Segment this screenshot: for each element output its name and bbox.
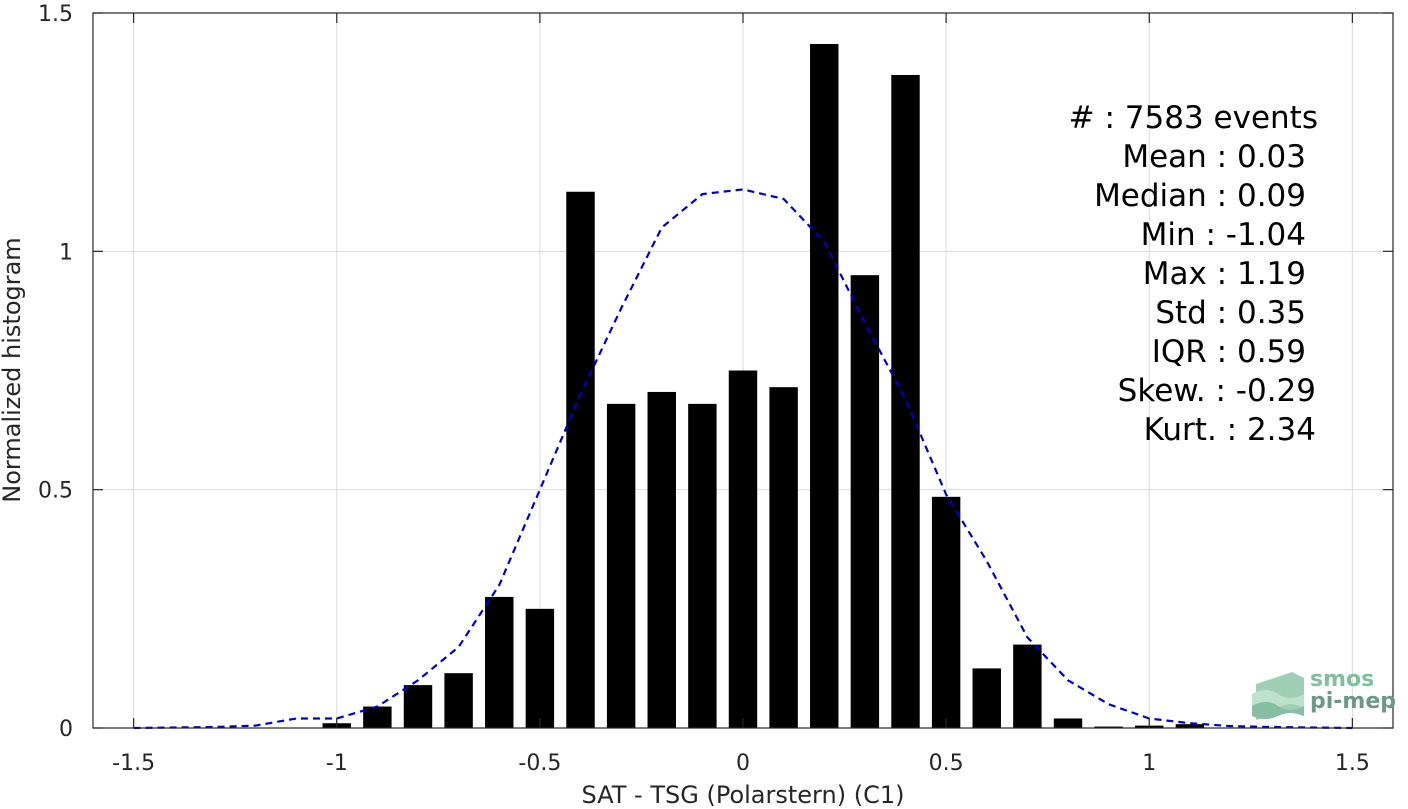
- x-tick-label: 1.5: [1335, 751, 1370, 776]
- histogram-bar: [810, 43, 839, 728]
- stats-line: Mean : 0.03: [1122, 139, 1306, 175]
- x-tick-label: 0.5: [929, 751, 964, 776]
- histogram-bar: [525, 608, 555, 728]
- stats-line: Std : 0.35: [1155, 295, 1306, 331]
- logo-wave-icon: [1252, 672, 1304, 720]
- x-tick-label: -1: [326, 751, 348, 776]
- histogram-bar: [972, 668, 1001, 728]
- histogram-bar: [647, 391, 676, 728]
- stats-line: Skew. : -0.29: [1118, 373, 1316, 409]
- histogram-bar: [728, 370, 758, 728]
- histogram-bar: [769, 387, 798, 728]
- stats-line: IQR : 0.59: [1152, 334, 1306, 370]
- stats-line: Max : 1.19: [1143, 256, 1306, 292]
- x-tick-label: 0: [736, 751, 750, 776]
- histogram-bars: [322, 43, 1205, 728]
- y-tick-label: 1.5: [38, 2, 73, 27]
- histogram-bar: [850, 275, 880, 728]
- x-tick-label: -1.5: [112, 751, 155, 776]
- histogram-bar: [891, 74, 920, 728]
- histogram-bar: [363, 706, 392, 728]
- y-tick-label: 0: [59, 717, 73, 742]
- histogram-bar: [688, 403, 717, 728]
- axes-ticks: -1.5 -1 -0.5 0 0.5 1 1.5 0 0.5 1 1.5: [38, 2, 1393, 776]
- x-axis-label: SAT - TSG (Polarstern) (C1): [582, 781, 905, 809]
- y-tick-label: 0.5: [38, 479, 73, 504]
- histogram-bar: [1175, 724, 1205, 728]
- histogram-bar: [444, 673, 473, 728]
- histogram-bar: [606, 403, 636, 728]
- stats-line: Median : 0.09: [1094, 178, 1306, 214]
- stats-line: Min : -1.04: [1141, 217, 1306, 253]
- x-tick-label: -0.5: [518, 751, 561, 776]
- histogram-bar: [566, 191, 595, 728]
- logo-line-1: smos: [1310, 667, 1374, 692]
- histogram-bar: [931, 496, 961, 728]
- histogram-bar: [485, 596, 514, 728]
- stats-line: Kurt. : 2.34: [1144, 412, 1316, 448]
- histogram-bar: [403, 685, 433, 728]
- y-axis-label: Normalized histogram: [0, 237, 26, 502]
- histogram-bar: [1094, 726, 1123, 728]
- smos-pimep-logo: smos pi-mep: [1252, 667, 1396, 720]
- logo-line-2: pi-mep: [1310, 689, 1396, 714]
- stats-line: # : 7583 events: [1069, 100, 1318, 136]
- histogram-bar: [1053, 718, 1083, 728]
- y-tick-label: 1: [59, 240, 73, 265]
- histogram-bar: [1013, 644, 1042, 728]
- x-tick-label: 1: [1142, 751, 1156, 776]
